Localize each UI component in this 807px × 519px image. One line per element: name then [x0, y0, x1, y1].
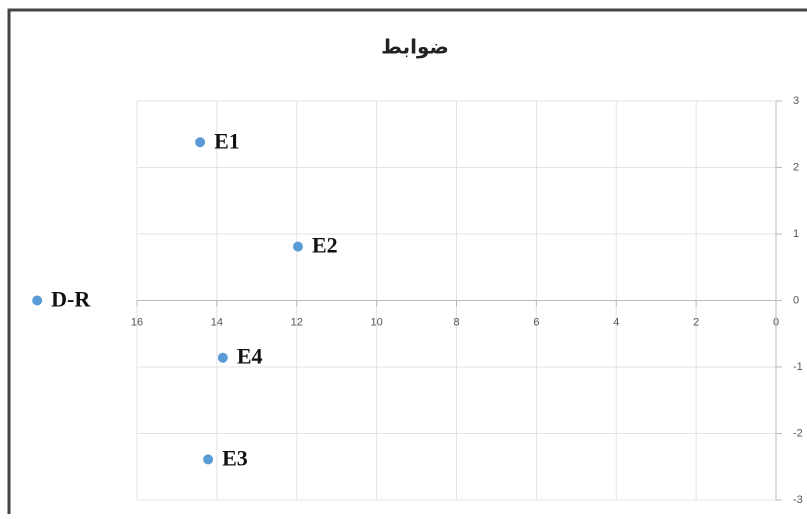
x-tick-label: 14 — [211, 316, 223, 328]
point-label: E2 — [312, 233, 338, 258]
point — [292, 241, 303, 252]
point — [203, 454, 214, 465]
point-label: D-R — [51, 287, 91, 312]
x-tick-label: 12 — [291, 316, 303, 328]
chart-title: ضوابط — [381, 35, 449, 59]
point — [217, 352, 228, 363]
x-tick-label: 6 — [533, 316, 539, 328]
x-tick-label: 10 — [371, 316, 383, 328]
y-tick-label: 1 — [793, 228, 799, 240]
point-label: E1 — [214, 128, 240, 153]
x-tick-label: 16 — [131, 316, 143, 328]
y-tick-label: -3 — [793, 494, 803, 506]
y-tick-label: 0 — [793, 294, 799, 306]
x-tick-label: 8 — [453, 316, 459, 328]
y-tick-label: 2 — [793, 161, 799, 173]
point — [195, 137, 206, 148]
x-tick-label: 4 — [613, 316, 619, 328]
chart-frame — [7, 8, 807, 519]
y-tick-label: 3 — [793, 95, 799, 107]
point-label: E3 — [222, 445, 248, 470]
point — [32, 295, 43, 306]
point-label: E4 — [237, 344, 263, 369]
y-tick-label: -2 — [793, 427, 803, 439]
y-tick-label: -1 — [793, 361, 803, 373]
x-tick-label: 2 — [693, 316, 699, 328]
